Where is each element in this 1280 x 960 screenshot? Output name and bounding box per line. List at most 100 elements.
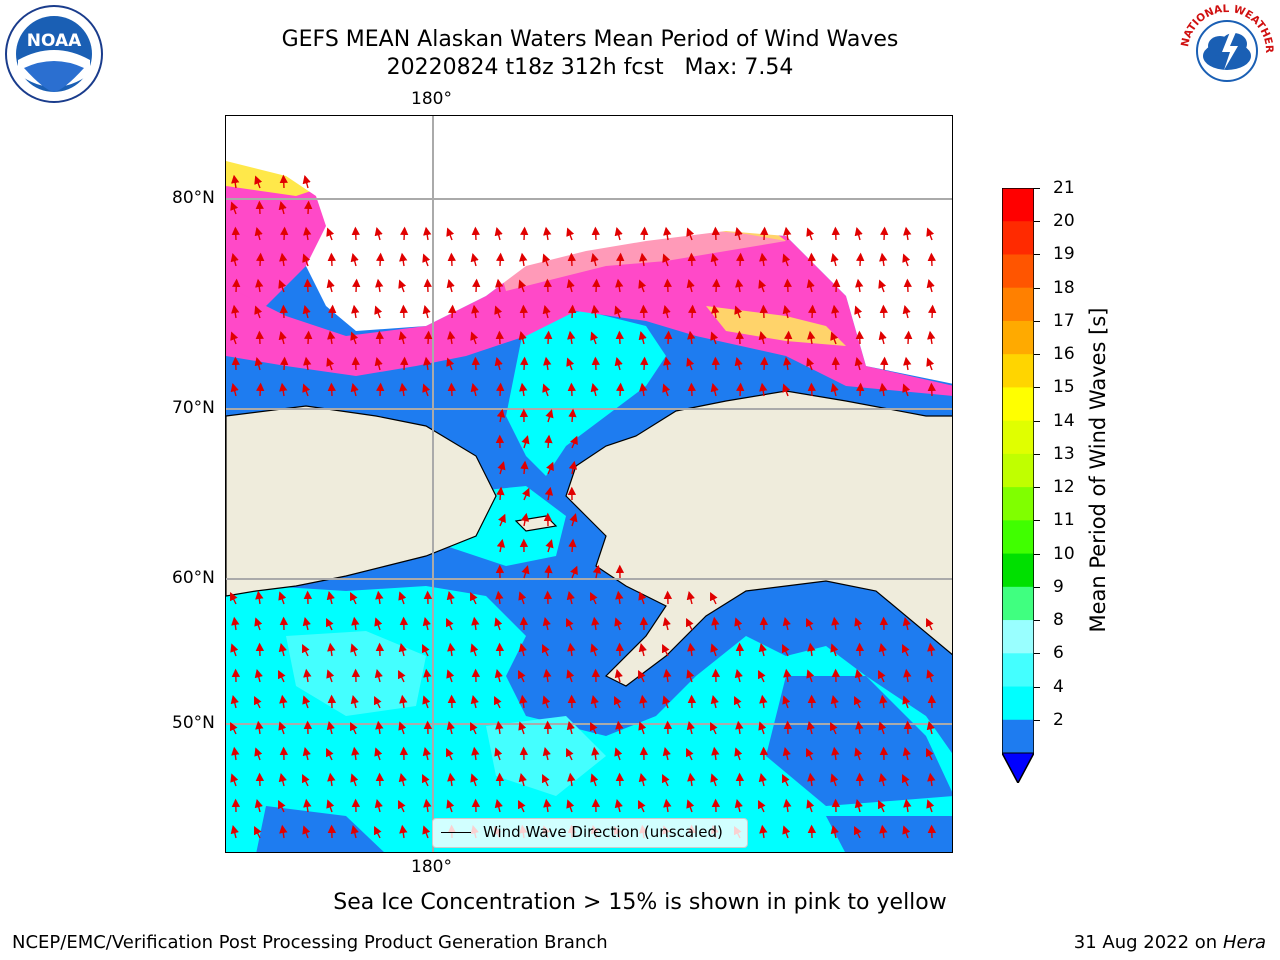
wind-wave-arrow <box>446 721 455 735</box>
wind-wave-arrow <box>902 773 910 787</box>
wind-wave-arrow <box>926 747 934 761</box>
wind-wave-arrow <box>494 747 503 761</box>
colorbar-tick-label: 15 <box>1053 377 1075 398</box>
wind-wave-arrow <box>711 616 720 631</box>
colorbar-segment <box>1002 287 1034 322</box>
wind-wave-arrow <box>566 591 575 605</box>
nws-logo: NATIONAL WEATHER SERVICE <box>1174 0 1276 100</box>
wind-wave-arrow <box>569 513 578 527</box>
wind-wave-arrow <box>518 591 527 605</box>
wind-wave-arrow <box>663 798 672 813</box>
wind-wave-arrow <box>350 643 359 657</box>
wind-wave-arrow <box>855 330 864 345</box>
wind-wave-arrow <box>422 253 431 267</box>
colorbar-tick-mark <box>1034 254 1040 256</box>
wind-wave-arrow <box>327 772 336 787</box>
wind-wave-arrow <box>782 773 790 787</box>
wind-wave-arrow <box>567 642 576 657</box>
wind-wave-arrow <box>352 278 361 293</box>
wind-wave-arrow <box>519 382 528 397</box>
wind-wave-arrow <box>471 304 480 319</box>
wind-wave-arrow <box>903 226 912 241</box>
wind-wave-arrow <box>232 278 241 293</box>
wind-wave-arrow <box>687 642 696 657</box>
wind-wave-arrow <box>830 695 839 709</box>
wind-wave-arrow <box>280 356 289 371</box>
wind-wave-arrow <box>471 356 480 371</box>
wind-wave-arrow <box>782 643 790 657</box>
wind-wave-arrow <box>759 824 768 839</box>
colorbar-tick-label: 17 <box>1053 310 1075 331</box>
wind-wave-arrow <box>302 253 311 267</box>
wind-wave-arrow <box>879 824 888 839</box>
wind-wave-arrow <box>520 460 529 475</box>
wind-wave-arrow <box>878 279 887 293</box>
wind-wave-arrow <box>423 798 432 813</box>
colorbar-tick-mark <box>1034 553 1040 555</box>
map-legend: Wind Wave Direction (unscaled) <box>432 818 748 848</box>
wind-wave-arrow <box>496 382 505 397</box>
wind-wave-arrow <box>615 590 624 605</box>
wind-wave-arrow <box>759 304 768 319</box>
wind-wave-arrow <box>712 278 721 293</box>
wind-wave-arrow <box>470 383 479 397</box>
wind-wave-arrow <box>928 304 937 319</box>
wind-wave-arrow <box>254 227 263 241</box>
wind-wave-arrow <box>279 252 288 267</box>
wind-wave-arrow <box>902 643 910 657</box>
wind-wave-arrow <box>566 799 575 813</box>
wind-wave-arrow <box>638 643 647 657</box>
wind-wave-arrow <box>758 773 767 787</box>
wind-wave-arrow <box>519 252 528 267</box>
wind-wave-arrow <box>591 304 600 319</box>
wind-wave-arrow <box>711 226 720 241</box>
colorbar-segment <box>1002 586 1034 621</box>
wind-wave-arrow <box>710 331 719 345</box>
wind-wave-arrow <box>302 175 311 189</box>
wind-wave-arrow <box>734 305 743 319</box>
wind-wave-arrow <box>830 721 838 735</box>
wind-wave-arrow <box>351 356 360 371</box>
chukotka-land <box>226 405 497 597</box>
wind-wave-arrow <box>374 227 383 241</box>
wind-wave-arrow <box>471 226 480 241</box>
wind-wave-arrow <box>566 617 574 631</box>
wind-wave-arrow <box>638 799 646 813</box>
wind-wave-arrow <box>375 720 384 735</box>
wind-wave-arrow <box>327 642 336 657</box>
colorbar-tick-label: 19 <box>1053 244 1075 265</box>
wind-wave-arrow <box>279 304 288 319</box>
wind-wave-arrow <box>591 746 600 761</box>
wind-wave-arrow <box>520 226 529 241</box>
wind-wave-arrow <box>566 721 575 735</box>
wind-wave-arrow <box>398 799 406 813</box>
wind-wave-arrow <box>521 435 530 449</box>
chart-subtitle: 20220824 t18z 312h fcst Max: 7.54 <box>386 55 794 80</box>
wind-wave-arrow <box>590 331 599 345</box>
wind-wave-arrow <box>782 253 791 267</box>
wind-wave-arrow <box>927 330 936 345</box>
wind-wave-arrow <box>542 617 551 631</box>
wind-wave-arrow <box>422 383 431 397</box>
wind-wave-arrow <box>808 304 817 319</box>
wind-wave-arrow <box>903 798 912 813</box>
wind-wave-arrow <box>783 798 792 813</box>
wind-wave-arrow <box>830 773 839 787</box>
wind-wave-arrow <box>399 304 408 319</box>
wind-wave-arrow <box>446 799 455 813</box>
wind-wave-arrow <box>496 252 505 267</box>
wind-wave-arrow <box>830 253 839 267</box>
wind-wave-arrow <box>278 279 287 293</box>
wind-wave-arrow <box>686 617 694 631</box>
colorbar-tick-mark <box>1034 487 1040 489</box>
wind-wave-arrow <box>710 383 719 397</box>
wind-wave-arrow <box>519 694 528 709</box>
wind-wave-arrow <box>302 773 310 787</box>
wind-wave-arrow <box>687 252 696 267</box>
lon-label-top: 180° <box>411 89 452 109</box>
wind-wave-arrow <box>374 747 383 761</box>
wind-wave-arrow <box>303 356 312 371</box>
wind-wave-arrow <box>231 226 240 241</box>
colorbar-segment <box>1002 553 1034 588</box>
wind-wave-arrow <box>759 382 768 397</box>
